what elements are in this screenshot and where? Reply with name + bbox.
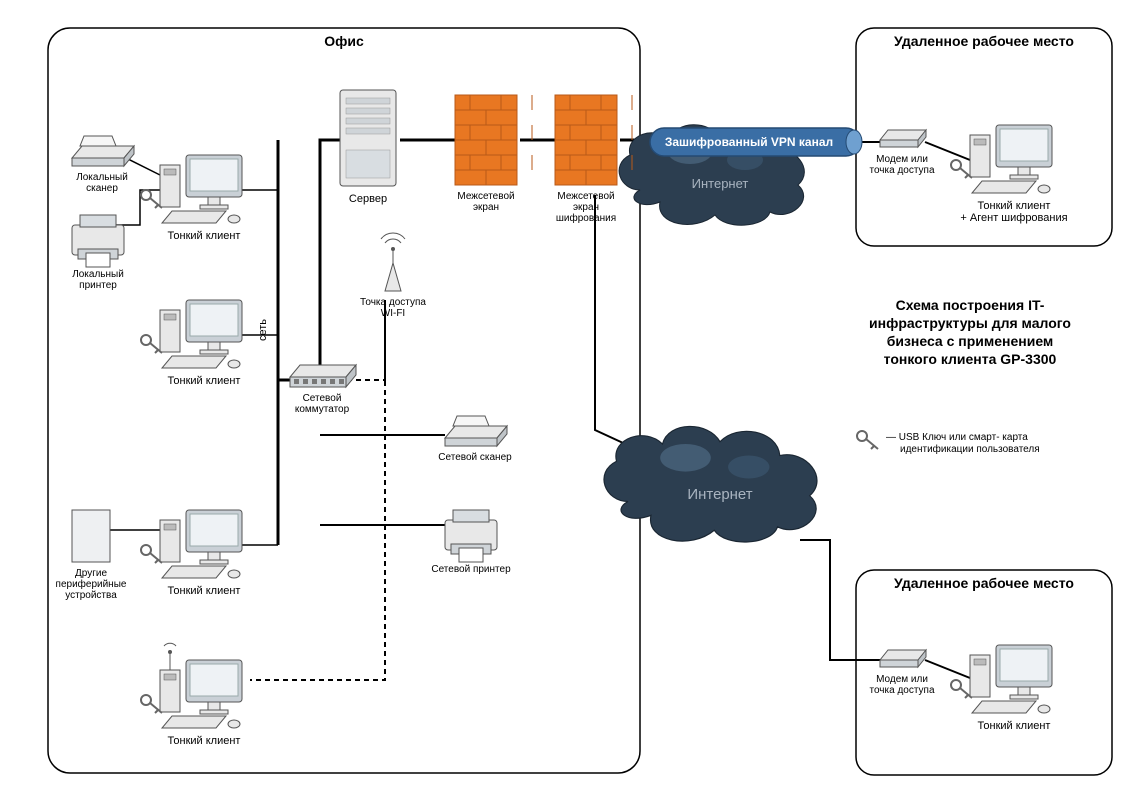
diagram-title-line: инфраструктуры для малого bbox=[869, 315, 1071, 331]
svg-text:Точка доступа: Точка доступа bbox=[360, 297, 426, 308]
svg-text:Интернет: Интернет bbox=[687, 486, 752, 503]
svg-text:Локальный: Локальный bbox=[72, 269, 124, 280]
svg-text:Интернет: Интернет bbox=[692, 176, 749, 191]
svg-text:Тонкий клиент: Тонкий клиент bbox=[168, 735, 241, 747]
diagram-title-line: Схема построения IT- bbox=[896, 297, 1045, 313]
svg-text:Сетевой сканер: Сетевой сканер bbox=[438, 452, 512, 463]
trunk-label: сеть bbox=[257, 319, 269, 341]
svg-text:Тонкий клиент: Тонкий клиент bbox=[978, 720, 1051, 732]
svg-text:Другие: Другие bbox=[75, 568, 107, 579]
edge-fw2-cloud2 bbox=[595, 195, 660, 460]
diagram-title-line: бизнеса с применением bbox=[887, 333, 1054, 349]
svg-text:идентификации пользователя: идентификации пользователя bbox=[900, 443, 1040, 455]
node-modem2 bbox=[880, 650, 926, 667]
svg-text:— USB Ключ или смарт- карта: — USB Ключ или смарт- карта bbox=[886, 432, 1028, 443]
edge-ap-client4 bbox=[250, 300, 385, 680]
svg-text:Тонкий клиент: Тонкий клиент bbox=[168, 230, 241, 242]
node-ap bbox=[381, 233, 405, 291]
svg-text:устройства: устройства bbox=[65, 590, 117, 601]
cloud-internet-2: Интернет bbox=[604, 426, 817, 542]
svg-text:Тонкий клиент: Тонкий клиент bbox=[168, 375, 241, 387]
svg-text:Сервер: Сервер bbox=[349, 193, 387, 205]
svg-text:экран: экран bbox=[473, 202, 499, 213]
node-scanner-local bbox=[72, 136, 134, 166]
svg-text:Сетевой принтер: Сетевой принтер bbox=[431, 564, 511, 575]
edge-cloud2-modem2 bbox=[800, 540, 885, 660]
remote1-title: Удаленное рабочее место bbox=[894, 33, 1074, 49]
edge-switch-server bbox=[320, 140, 340, 365]
svg-text:шифрования: шифрования bbox=[556, 212, 616, 224]
legend: — USB Ключ или смарт- картаидентификации… bbox=[857, 431, 1040, 455]
svg-text:Локальный: Локальный bbox=[76, 172, 128, 183]
node-client1 bbox=[141, 155, 242, 223]
node-netscanner bbox=[445, 416, 507, 446]
svg-text:принтер: принтер bbox=[79, 280, 117, 291]
svg-text:Модем или: Модем или bbox=[876, 154, 928, 165]
svg-text:Зашифрованный VPN канал: Зашифрованный VPN канал bbox=[665, 135, 833, 149]
node-printer-local bbox=[72, 215, 124, 267]
svg-text:точка доступа: точка доступа bbox=[869, 685, 934, 696]
node-client4 bbox=[141, 643, 242, 728]
node-remote-client2 bbox=[951, 645, 1052, 713]
node-switch bbox=[290, 365, 356, 387]
node-periph bbox=[72, 510, 110, 562]
edge-modem2-remote-client2 bbox=[925, 660, 970, 678]
svg-text:WI-FI: WI-FI bbox=[381, 308, 405, 319]
svg-text:Тонкий клиент: Тонкий клиент bbox=[168, 585, 241, 597]
edge-printer-local-client1 bbox=[110, 190, 160, 225]
svg-text:периферийные: периферийные bbox=[56, 578, 127, 590]
svg-text:+ Агент шифрования: + Агент шифрования bbox=[960, 212, 1067, 224]
node-server bbox=[340, 90, 396, 186]
svg-text:Межсетевой: Межсетевой bbox=[557, 191, 614, 202]
svg-text:Модем или: Модем или bbox=[876, 674, 928, 685]
node-client3 bbox=[141, 510, 242, 578]
svg-text:точка доступа: точка доступа bbox=[869, 165, 934, 176]
node-client2 bbox=[141, 300, 242, 368]
svg-text:экран: экран bbox=[573, 202, 599, 213]
remote2-title: Удаленное рабочее место bbox=[894, 575, 1074, 591]
node-netprinter bbox=[445, 510, 497, 562]
svg-text:сканер: сканер bbox=[86, 183, 118, 194]
svg-text:Тонкий клиент: Тонкий клиент bbox=[978, 200, 1051, 212]
diagram-title-line: тонкого клиента GP-3300 bbox=[884, 351, 1057, 367]
edge-modem1-remote-client1 bbox=[925, 142, 970, 160]
node-modem1 bbox=[880, 130, 926, 147]
svg-text:коммутатор: коммутатор bbox=[295, 404, 350, 415]
vpn-tunnel: Зашифрованный VPN канал bbox=[650, 128, 862, 156]
svg-text:Сетевой: Сетевой bbox=[303, 393, 342, 404]
office-title: Офис bbox=[324, 33, 364, 49]
svg-text:Межсетевой: Межсетевой bbox=[457, 191, 514, 202]
